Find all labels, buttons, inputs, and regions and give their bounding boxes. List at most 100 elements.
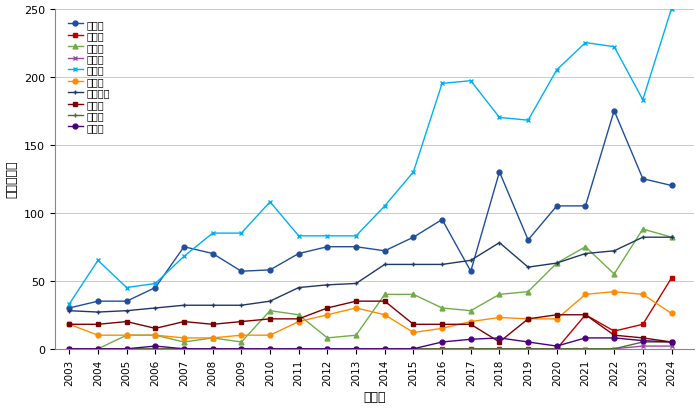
鹿児島県 [524,265,532,270]
福岡県 [180,245,188,249]
鹿児島県 [610,249,618,254]
熊本県 [151,281,160,286]
その他 [295,346,303,351]
鹿児島県 [467,258,475,263]
大分県 [438,346,447,351]
山口県 [495,346,503,351]
沖縄県 [295,317,303,321]
佐賀県 [495,292,503,297]
その他 [151,344,160,349]
Line: 長崎県: 長崎県 [67,344,674,351]
佐賀県 [180,340,188,345]
沖縄県 [381,299,389,304]
佐賀県 [552,261,561,266]
佐賀県 [266,308,274,313]
佐賀県 [410,292,418,297]
福岡県 [467,269,475,274]
鹿児島県 [65,308,74,313]
福岡県 [438,218,447,222]
その他 [122,346,131,351]
熊本県 [410,170,418,175]
鹿児島県 [352,281,361,286]
沖縄県 [552,312,561,317]
福岡県 [352,245,361,249]
大分県 [610,329,618,334]
沖縄県 [122,319,131,324]
大分県 [352,346,361,351]
熊本県 [209,231,217,236]
宮崎県 [323,312,332,317]
沖縄県 [65,322,74,327]
宮崎県 [295,319,303,324]
Legend: 福岡県, 大分県, 佐賀県, 長崎県, 熊本県, 宮崎県, 鹿児島県, 沖縄県, 山口県, その他: 福岡県, 大分県, 佐賀県, 長崎県, 熊本県, 宮崎県, 鹿児島県, 沖縄県,… [66,18,112,135]
長崎県 [610,346,618,351]
山口県 [610,346,618,351]
宮崎県 [237,333,246,338]
沖縄県 [467,322,475,327]
山口県 [581,346,589,351]
福岡県 [266,268,274,273]
宮崎県 [381,312,389,317]
山口県 [295,346,303,351]
Line: 鹿児島県: 鹿児島県 [67,235,674,315]
その他 [323,346,332,351]
熊本県 [323,234,332,239]
長崎県 [295,346,303,351]
その他 [266,346,274,351]
福岡県 [122,299,131,304]
長崎県 [438,346,447,351]
その他 [638,338,647,343]
Line: 佐賀県: 佐賀県 [67,227,674,351]
Line: 沖縄県: 沖縄県 [67,299,674,344]
長崎県 [667,344,676,349]
長崎県 [381,346,389,351]
山口県 [524,346,532,351]
宮崎県 [438,326,447,331]
大分県 [552,346,561,351]
熊本県 [467,79,475,84]
鹿児島県 [495,240,503,245]
大分県 [667,276,676,281]
山口県 [266,346,274,351]
その他 [65,346,74,351]
熊本県 [581,41,589,46]
山口県 [467,346,475,351]
その他 [410,346,418,351]
宮崎県 [410,330,418,335]
佐賀県 [151,333,160,338]
佐賀県 [352,333,361,338]
福岡県 [237,269,246,274]
鹿児島県 [381,262,389,267]
佐賀県 [65,346,74,351]
大分県 [495,346,503,351]
その他 [467,337,475,342]
その他 [237,346,246,351]
大分県 [94,346,102,351]
大分県 [180,346,188,351]
山口県 [410,346,418,351]
山口県 [65,346,74,351]
宮崎県 [151,333,160,338]
福岡県 [667,184,676,189]
熊本県 [122,285,131,290]
長崎県 [467,346,475,351]
沖縄県 [610,333,618,338]
熊本県 [552,68,561,73]
鹿児島県 [122,308,131,313]
長崎県 [352,346,361,351]
鹿児島県 [638,235,647,240]
熊本県 [266,200,274,205]
佐賀県 [638,227,647,232]
大分県 [65,346,74,351]
佐賀県 [237,340,246,345]
沖縄県 [638,336,647,341]
その他 [209,346,217,351]
Line: 熊本県: 熊本県 [67,7,674,307]
長崎県 [524,346,532,351]
佐賀県 [438,306,447,311]
佐賀県 [381,292,389,297]
宮崎県 [524,317,532,321]
長崎県 [237,346,246,351]
福岡県 [381,249,389,254]
佐賀県 [581,245,589,249]
